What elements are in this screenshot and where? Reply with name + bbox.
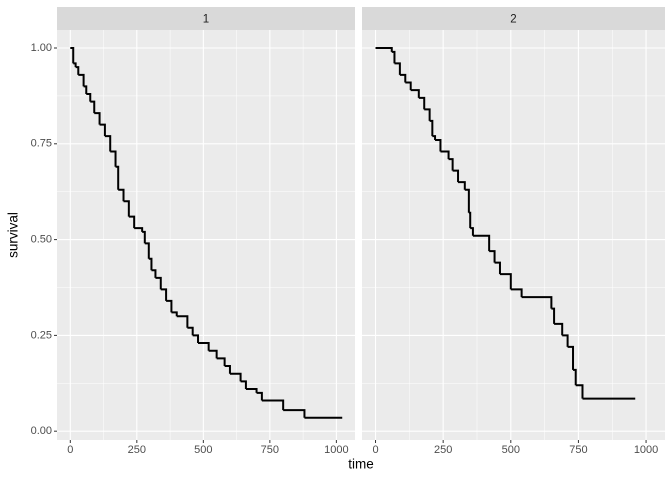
survival-step (90, 100, 96, 114)
x-tick-label: 250 (434, 444, 452, 456)
x-tick-label: 0 (372, 444, 378, 456)
survival-step (240, 380, 247, 390)
survival-step (142, 230, 146, 244)
survival-step (192, 334, 200, 344)
survival-step (151, 269, 157, 278)
survival-step (458, 181, 466, 190)
survival-step (171, 311, 178, 317)
survival-step (99, 123, 106, 137)
y-axis-title: survival (6, 212, 21, 258)
survival-step (94, 112, 101, 125)
survival-step (110, 150, 117, 167)
y-tick-label: 0.25 (31, 329, 52, 341)
survival-step (575, 384, 584, 399)
survival-step (468, 211, 472, 229)
survival-step (115, 165, 120, 190)
survival-step (73, 62, 77, 68)
survival-step (573, 368, 577, 386)
survival-step (144, 242, 150, 259)
strip-label: 2 (510, 14, 516, 26)
survival-step (128, 215, 136, 229)
survival-step (155, 276, 162, 290)
survival-step (208, 349, 218, 359)
survival-step (551, 307, 556, 324)
survival-step (432, 135, 437, 140)
survival-step (198, 342, 210, 351)
survival-step (489, 250, 496, 263)
survival-step (424, 108, 431, 121)
survival-step (86, 92, 92, 102)
survival-step (499, 273, 512, 290)
y-tick-label: 1.00 (31, 42, 52, 54)
survival-step (410, 89, 420, 98)
survival-step (521, 296, 553, 309)
survival-step (123, 200, 130, 217)
y-tick-label: 0.00 (31, 425, 52, 437)
x-tick-label: 500 (502, 444, 520, 456)
strip-background (362, 7, 665, 30)
survival-step (70, 47, 75, 64)
survival-step (562, 334, 569, 347)
x-tick-label: 1000 (324, 444, 348, 456)
survival-step (418, 96, 426, 110)
survival-step (470, 227, 474, 236)
survival-step (104, 135, 112, 152)
survival-step (440, 150, 450, 160)
survival-step (216, 357, 226, 367)
survival-step (429, 119, 434, 137)
survival-step (134, 227, 144, 232)
survival-step (405, 81, 412, 91)
survival-step (435, 138, 442, 152)
survival-step (448, 158, 454, 171)
y-tick-label: 0.50 (31, 234, 52, 246)
x-tick-label: 0 (67, 444, 73, 456)
survival-step (224, 365, 231, 374)
survival-step (510, 288, 523, 298)
x-tick-label: 250 (128, 444, 146, 456)
survival-step (375, 47, 393, 52)
x-axis-title: time (348, 457, 374, 472)
survival-step (256, 391, 263, 401)
survival-step (464, 188, 470, 213)
survival-step (394, 62, 401, 75)
survival-step (176, 315, 189, 328)
survival-step (166, 299, 173, 313)
survival-step (283, 409, 306, 418)
survival-step (554, 322, 564, 336)
survival-step (494, 261, 501, 275)
survival-step (83, 85, 88, 94)
survival-step (148, 257, 153, 271)
x-tick-label: 750 (261, 444, 279, 456)
survival-step (399, 73, 407, 83)
y-tick-label: 0.75 (31, 138, 52, 150)
survival-step (187, 326, 194, 336)
survival-step (75, 66, 80, 75)
strip-label: 1 (203, 14, 209, 26)
survival-step (567, 345, 575, 370)
survival-step (391, 50, 396, 64)
survival-step (160, 288, 168, 301)
strip-background (57, 7, 355, 30)
x-tick-label: 1000 (634, 444, 658, 456)
x-tick-label: 500 (194, 444, 212, 456)
survival-step (118, 188, 125, 202)
survival-step (452, 169, 460, 183)
survival-step (229, 372, 242, 382)
panel-background (57, 30, 355, 440)
survival-step (472, 234, 491, 252)
survival-step (245, 388, 258, 393)
panel-background (362, 30, 665, 440)
survival-step (261, 399, 285, 411)
survival-step (78, 73, 85, 87)
x-tick-label: 750 (569, 444, 587, 456)
